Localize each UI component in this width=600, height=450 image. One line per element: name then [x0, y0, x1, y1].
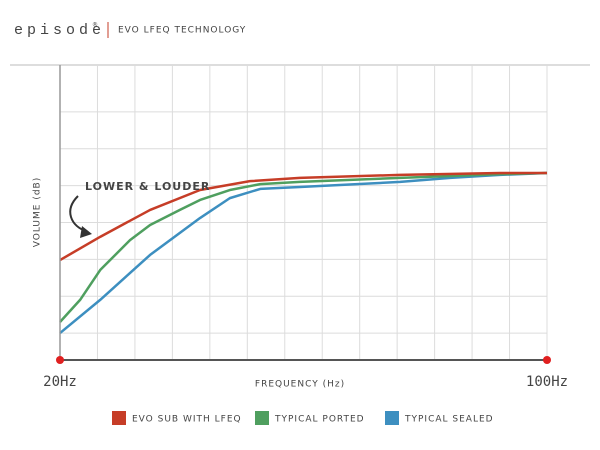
legend-label: TYPICAL SEALED	[404, 415, 494, 425]
annotation-arrow	[69, 195, 89, 233]
legend-swatch	[385, 411, 399, 425]
x-tick	[543, 356, 551, 364]
series-line	[59, 171, 547, 262]
legend-label: EVO SUB WITH LFEQ	[132, 415, 242, 425]
brand-mark: ®	[92, 22, 98, 29]
x-tick-label: 20Hz	[43, 374, 77, 390]
legend-label: TYPICAL PORTED	[274, 415, 365, 425]
series-line	[59, 171, 548, 323]
legend-swatch	[112, 411, 126, 425]
lines	[59, 171, 548, 335]
series-line	[59, 171, 548, 335]
legend: EVO SUB WITH LFEQ TYPICAL PORTED TYPICAL S…	[112, 411, 494, 425]
x-axis-label: FREQUENCY (Hz)	[255, 380, 345, 390]
x-tick	[56, 356, 64, 364]
legend-swatch	[255, 411, 269, 425]
grid	[60, 65, 548, 360]
y-axis-label: VOLUME (dB)	[33, 177, 43, 247]
tagline: EVO LFEQ TECHNOLOGY	[118, 26, 246, 36]
x-tick-label: 100Hz	[526, 374, 568, 390]
annotation: LOWER & LOUDER	[85, 180, 210, 193]
brand: episode	[14, 22, 105, 39]
annotation-arrowhead	[80, 226, 92, 238]
